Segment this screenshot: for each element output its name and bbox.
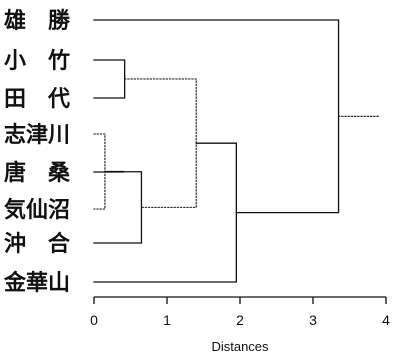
leaf-label: 唐 桑 [4, 160, 71, 186]
x-tick-label: 4 [382, 312, 390, 328]
x-tick-label: 0 [90, 312, 98, 328]
dendrogram-link [124, 78, 197, 208]
dendrogram-link [93, 19, 340, 214]
dendrogram-link [93, 59, 126, 99]
x-axis-title: Distances [211, 339, 269, 354]
x-axis-ticks: 0 1 2 3 4 [90, 297, 390, 328]
x-tick-label: 3 [309, 312, 317, 328]
leaf-label: 沖 合 [4, 231, 71, 257]
dendrogram-link [93, 170, 124, 173]
x-axis: 0 1 2 3 4 Distances [90, 296, 390, 354]
leaf-label: 小 竹 [4, 48, 70, 74]
leaf-label: 志津川 [4, 122, 70, 148]
x-tick-label: 2 [236, 312, 244, 328]
x-tick-label: 1 [163, 312, 171, 328]
leaf-label: 気仙沼 [4, 197, 70, 223]
dendrogram-link [93, 171, 143, 244]
leaf-label: 金華山 [3, 270, 70, 296]
dendrogram-link [93, 142, 237, 283]
branches [93, 19, 380, 283]
leaf-label: 雄 勝 [3, 9, 71, 34]
leaf-label: 田 代 [4, 87, 70, 112]
